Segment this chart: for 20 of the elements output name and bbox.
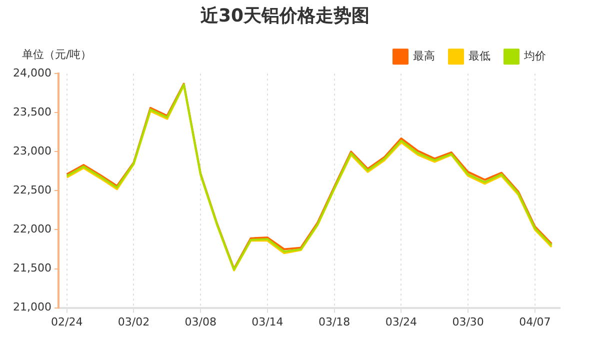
x-tick-label: 03/14: [252, 315, 284, 328]
x-tick-label: 03/24: [385, 315, 418, 328]
x-tick-label: 03/30: [452, 315, 484, 328]
x-tick-label: 03/02: [118, 315, 150, 328]
y-axis-title: 单位（元/吨）: [22, 48, 92, 61]
y-tick-label: 21,000: [12, 300, 52, 314]
y-tick-label: 22,000: [12, 222, 52, 236]
x-tick-label: 02/24: [50, 315, 83, 328]
x-tick-label: 04/07: [519, 315, 551, 328]
legend-label: 均价: [523, 49, 546, 62]
y-tick-label: 22,500: [12, 184, 52, 197]
y-tick-label: 23,500: [12, 105, 52, 118]
legend-label: 最低: [468, 49, 490, 62]
y-tick-label: 21,500: [12, 262, 52, 275]
y-tick-label: 23,000: [12, 144, 52, 158]
chart-title: 近30天铝价格走势图: [199, 5, 370, 26]
x-tick-label: 03/08: [184, 315, 216, 328]
legend-label: 最高: [413, 49, 435, 62]
x-tick-label: 03/18: [318, 315, 350, 328]
y-tick-label: 24,000: [12, 66, 52, 80]
